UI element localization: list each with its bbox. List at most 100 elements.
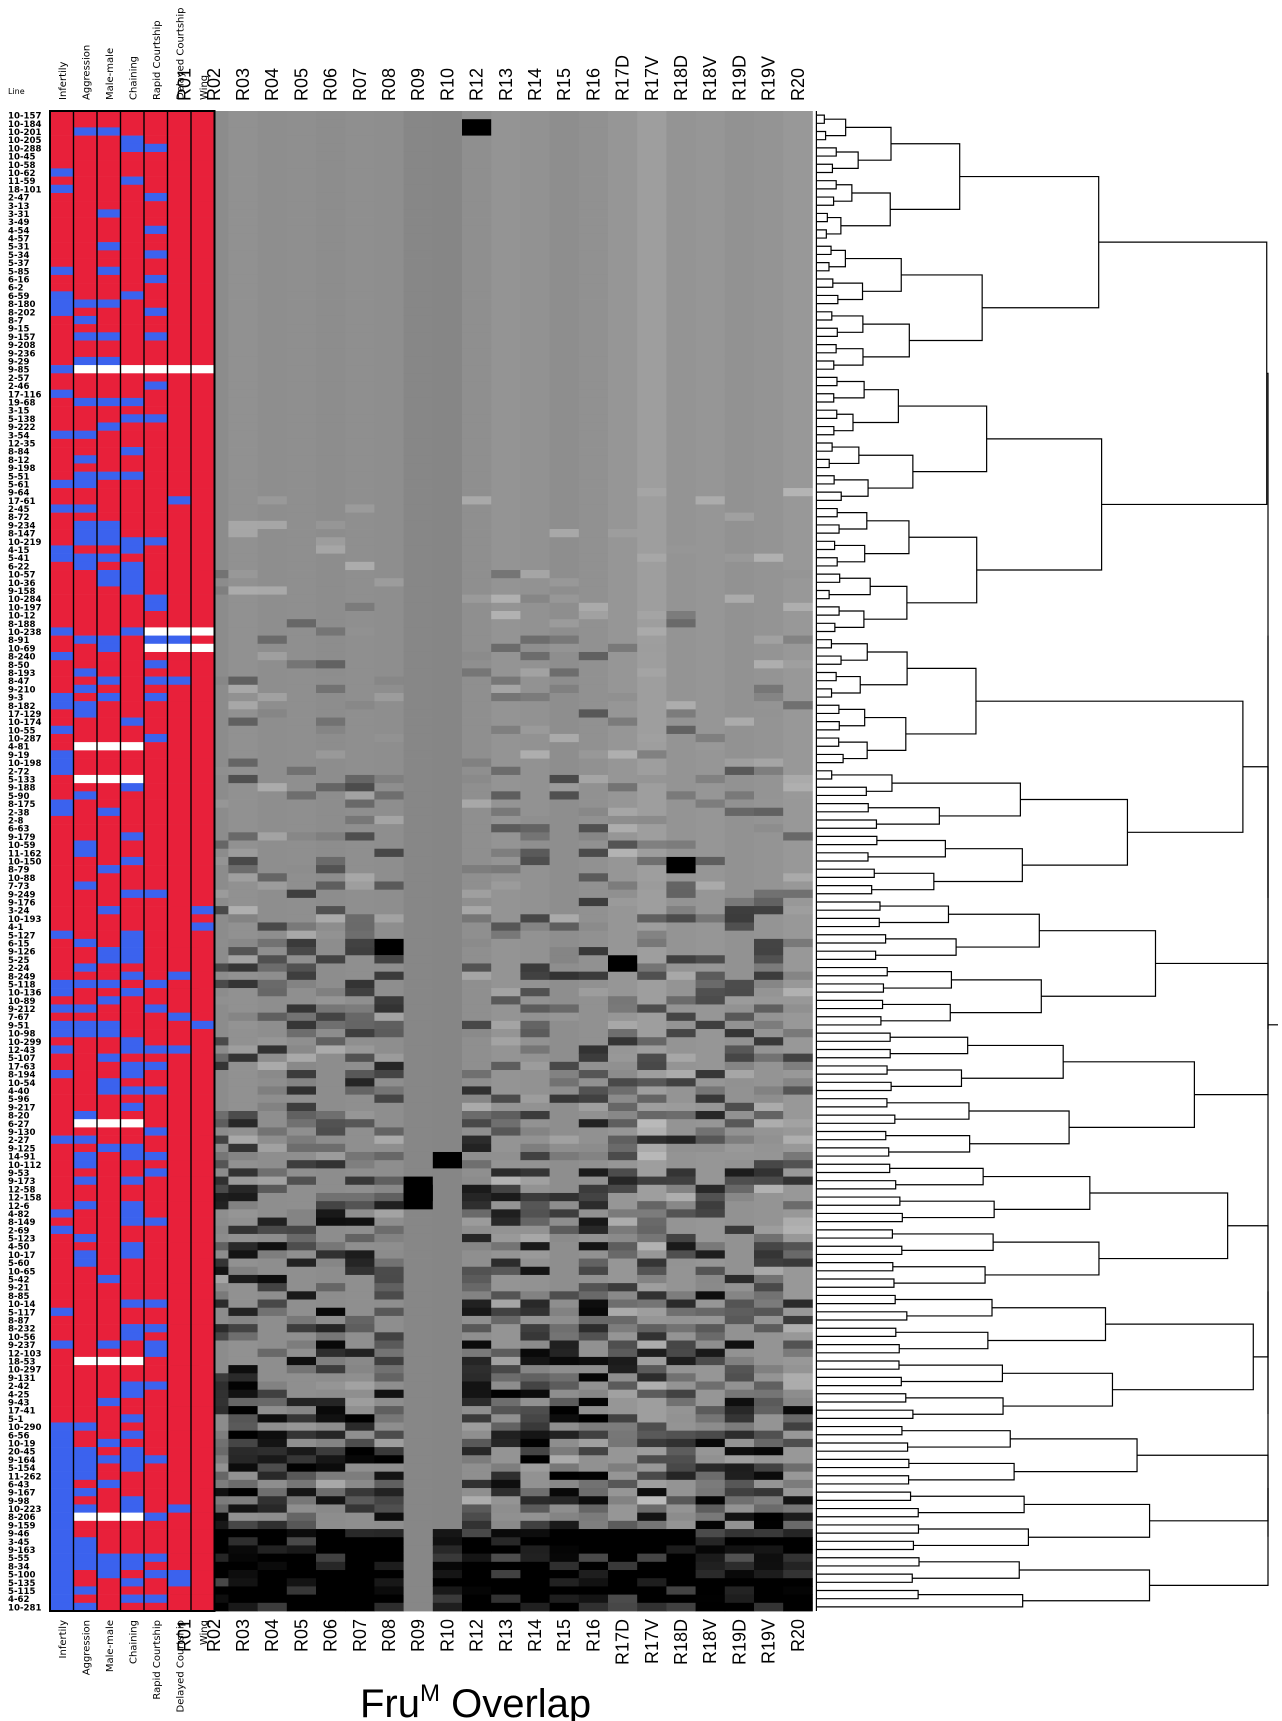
heatmap-cell — [491, 660, 521, 669]
heatmap-cell — [754, 1217, 784, 1227]
heatmap-cell — [578, 1283, 609, 1292]
heatmap-cell — [608, 291, 638, 300]
phenotype-cell — [97, 1086, 121, 1095]
heatmap-cell — [783, 496, 813, 505]
heatmap-cell — [403, 1037, 434, 1046]
phenotype-cell — [73, 1053, 98, 1063]
phenotype-cell — [73, 922, 98, 931]
heatmap-cell — [608, 922, 638, 932]
heatmap-cell — [374, 1594, 404, 1604]
heatmap-cell — [286, 233, 317, 243]
heatmap-cell — [578, 922, 609, 932]
heatmap-cell — [520, 1430, 550, 1440]
heatmap-cell — [608, 1274, 638, 1284]
phenotype-cell — [73, 750, 98, 759]
phenotype-cell — [191, 553, 215, 563]
phenotype-cell — [144, 897, 168, 907]
heatmap-cell — [724, 192, 755, 202]
heatmap-cell — [608, 774, 638, 784]
heatmap-cell — [257, 1053, 288, 1063]
phenotype-cell — [120, 938, 145, 948]
heatmap-cell — [462, 151, 492, 161]
heatmap-cell — [608, 233, 638, 243]
heatmap-cell — [257, 783, 288, 792]
heatmap-cell — [754, 947, 784, 956]
phenotype-cell — [120, 1061, 145, 1071]
heatmap-cell — [286, 438, 317, 448]
phenotype-cell — [167, 889, 192, 899]
heatmap-cell — [608, 971, 638, 981]
heatmap-cell — [695, 1127, 726, 1136]
phenotype-cell — [73, 1020, 98, 1030]
heatmap-cell — [608, 1438, 638, 1448]
heatmap-cell — [257, 447, 288, 456]
heatmap-cell — [520, 381, 550, 391]
phenotype-cell — [144, 979, 168, 989]
heatmap-cell — [403, 660, 434, 669]
phenotype-cell — [73, 422, 98, 431]
heatmap-cell — [666, 1283, 696, 1292]
heatmap-cell — [228, 1373, 258, 1382]
heatmap-cell — [491, 1020, 521, 1030]
heatmap-cell — [316, 496, 346, 505]
phenotype-cell — [167, 209, 192, 218]
heatmap-cell — [316, 340, 346, 350]
phenotype-cell — [191, 717, 215, 727]
heatmap-cell — [549, 578, 580, 587]
phenotype-cell — [50, 1004, 74, 1013]
heatmap-cell — [491, 1168, 521, 1177]
heatmap-cell — [462, 283, 492, 292]
heatmap-cell — [374, 1570, 404, 1579]
heatmap-cell — [286, 160, 317, 169]
heatmap-cell — [724, 381, 755, 391]
heatmap-cell — [286, 1332, 317, 1341]
heatmap-cell — [520, 274, 550, 284]
heatmap-cell — [462, 1594, 492, 1604]
phenotype-cell — [120, 611, 145, 620]
heatmap-cell — [695, 447, 726, 456]
heatmap-cell — [520, 651, 550, 661]
heatmap-cell — [228, 733, 258, 743]
heatmap-cell — [286, 1356, 317, 1366]
phenotype-cell — [191, 897, 215, 907]
phenotype-cell — [167, 365, 192, 374]
phenotype-cell — [120, 1127, 145, 1136]
phenotype-cell — [191, 348, 215, 358]
heatmap-cell — [491, 1479, 521, 1489]
heatmap-cell — [578, 635, 609, 645]
heatmap-cell — [608, 422, 638, 432]
heatmap-cell — [578, 1496, 609, 1505]
phenotype-cell — [50, 840, 74, 850]
phenotype-cell — [120, 725, 145, 735]
heatmap-cell — [345, 1258, 375, 1268]
heatmap-cell — [608, 692, 638, 702]
heatmap-cell — [578, 512, 609, 522]
heatmap-cell — [666, 1037, 696, 1046]
phenotype-cell — [144, 717, 168, 727]
heatmap-cell — [316, 1529, 346, 1538]
heatmap-cell — [345, 774, 375, 784]
heatmap-cell — [783, 324, 813, 333]
heatmap-cell — [345, 1004, 375, 1014]
heatmap-cell — [403, 250, 434, 259]
phenotype-cell — [73, 537, 98, 546]
heatmap-cell — [491, 824, 521, 833]
heatmap-cell — [549, 750, 580, 759]
phenotype-cell — [144, 1102, 168, 1112]
heatmap-cell — [432, 1315, 463, 1325]
heatmap-cell — [316, 365, 346, 374]
heatmap-cell — [549, 561, 580, 571]
heatmap-cell — [637, 1037, 667, 1046]
heatmap-cell — [257, 307, 288, 317]
heatmap-cell — [754, 1258, 784, 1268]
phenotype-cell — [167, 602, 192, 612]
heatmap-cell — [724, 340, 755, 350]
heatmap-cell — [374, 1365, 404, 1374]
phenotype-cell — [97, 692, 121, 702]
heatmap-cell — [432, 815, 463, 825]
heatmap-cell — [695, 225, 726, 235]
heatmap-cell — [637, 1283, 667, 1292]
heatmap-cell — [432, 1529, 463, 1538]
heatmap-cell — [432, 168, 463, 177]
heatmap-cell — [286, 315, 317, 325]
